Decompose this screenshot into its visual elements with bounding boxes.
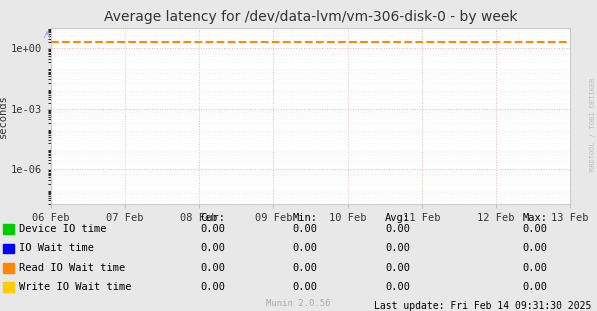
Text: 0.00: 0.00 — [385, 244, 410, 253]
Text: 0.00: 0.00 — [200, 244, 225, 253]
Title: Average latency for /dev/data-lvm/vm-306-disk-0 - by week: Average latency for /dev/data-lvm/vm-306… — [104, 10, 517, 24]
Text: 0.00: 0.00 — [522, 282, 547, 292]
Text: Device IO time: Device IO time — [19, 224, 107, 234]
Text: 0.00: 0.00 — [385, 224, 410, 234]
Text: 0.00: 0.00 — [522, 224, 547, 234]
Text: 0.00: 0.00 — [522, 263, 547, 273]
Text: IO Wait time: IO Wait time — [19, 244, 94, 253]
Text: 0.00: 0.00 — [385, 282, 410, 292]
Y-axis label: seconds: seconds — [0, 94, 8, 138]
Text: 0.00: 0.00 — [200, 224, 225, 234]
Text: RRDTOOL / TOBI OETIKER: RRDTOOL / TOBI OETIKER — [590, 78, 596, 171]
Text: 0.00: 0.00 — [200, 263, 225, 273]
Text: Write IO Wait time: Write IO Wait time — [19, 282, 131, 292]
Text: Last update: Fri Feb 14 09:31:30 2025: Last update: Fri Feb 14 09:31:30 2025 — [374, 301, 591, 311]
Text: 0.00: 0.00 — [293, 263, 318, 273]
Text: 0.00: 0.00 — [200, 282, 225, 292]
Text: 0.00: 0.00 — [385, 263, 410, 273]
Text: Max:: Max: — [522, 213, 547, 223]
Text: 0.00: 0.00 — [293, 224, 318, 234]
Text: Cur:: Cur: — [200, 213, 225, 223]
Text: Munin 2.0.56: Munin 2.0.56 — [266, 299, 331, 308]
Text: 0.00: 0.00 — [522, 244, 547, 253]
Text: 0.00: 0.00 — [293, 282, 318, 292]
Text: Min:: Min: — [293, 213, 318, 223]
Text: 0.00: 0.00 — [293, 244, 318, 253]
Text: Avg:: Avg: — [385, 213, 410, 223]
Text: Read IO Wait time: Read IO Wait time — [19, 263, 125, 273]
